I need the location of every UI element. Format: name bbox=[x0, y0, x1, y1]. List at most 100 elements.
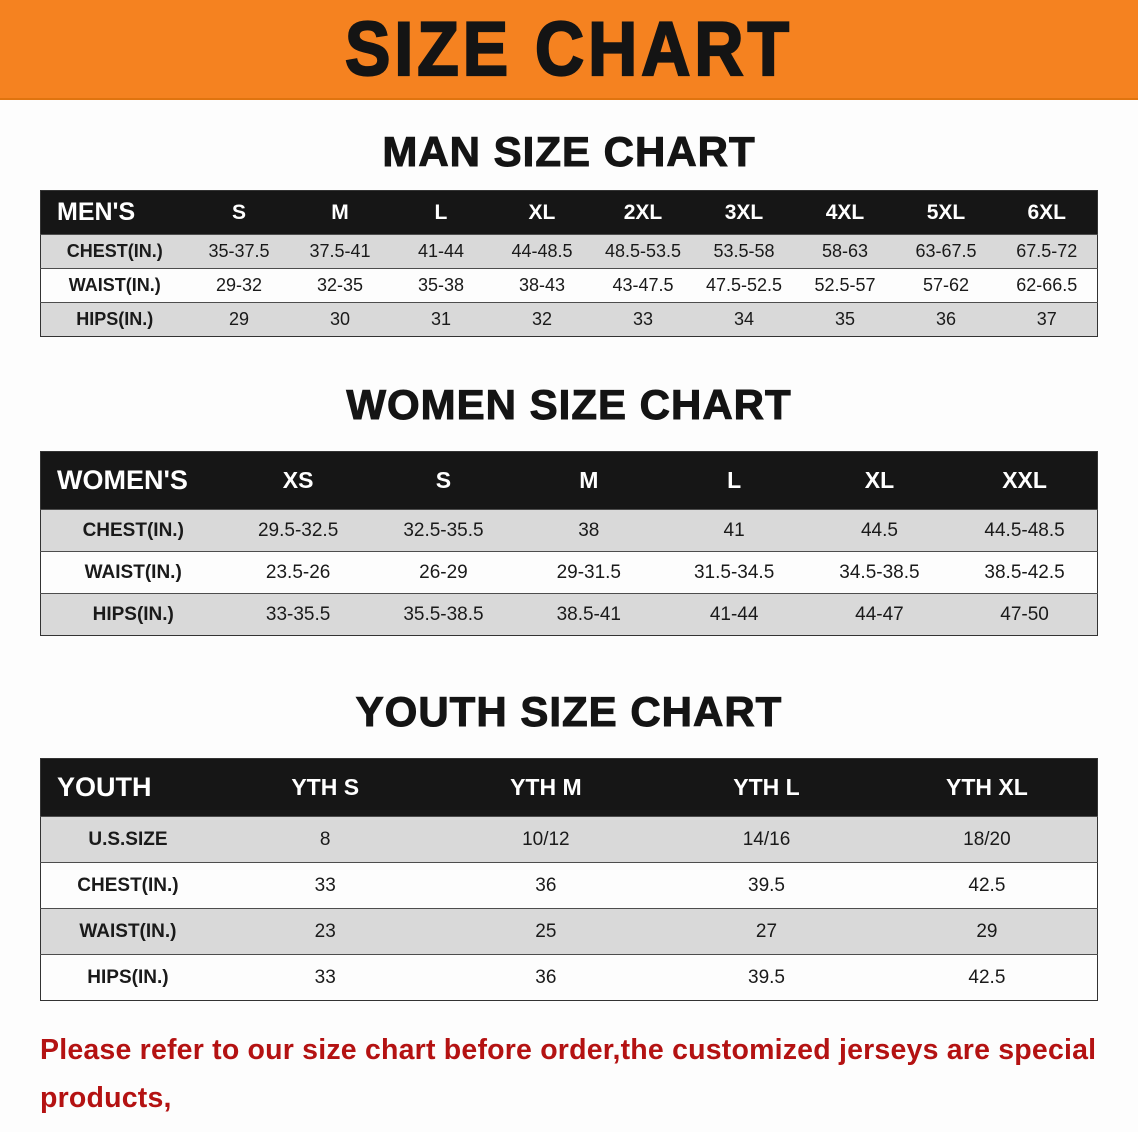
size-header-cell: S bbox=[370, 451, 517, 510]
value-cell: 27 bbox=[656, 908, 877, 955]
value-cell: 44.5-48.5 bbox=[952, 509, 1098, 552]
value-cell: 32-35 bbox=[289, 268, 391, 303]
value-cell: 36 bbox=[895, 302, 997, 337]
value-cell: 39.5 bbox=[656, 862, 877, 909]
value-cell: 52.5-57 bbox=[794, 268, 896, 303]
value-cell: 34.5-38.5 bbox=[806, 551, 953, 594]
value-cell: 33 bbox=[214, 954, 436, 1001]
disclaimer: Please refer to our size chart before or… bbox=[40, 1027, 1138, 1132]
row-label-cell: WAIST(IN.) bbox=[40, 908, 215, 955]
row-label-cell: HIPS(IN.) bbox=[40, 954, 215, 1001]
size-header-cell: 5XL bbox=[895, 190, 997, 235]
value-cell: 41-44 bbox=[390, 234, 492, 269]
women-section-heading: WOMEN SIZE CHART bbox=[346, 381, 792, 429]
value-cell: 35-37.5 bbox=[188, 234, 290, 269]
size-header-cell: M bbox=[289, 190, 391, 235]
size-header-cell: YTH XL bbox=[876, 758, 1098, 817]
value-cell: 23.5-26 bbox=[225, 551, 371, 594]
size-header-cell: 3XL bbox=[693, 190, 795, 235]
value-cell: 14/16 bbox=[656, 816, 877, 863]
size-header-cell: XL bbox=[491, 190, 593, 235]
table-row: WAIST(IN.) 23 25 27 29 bbox=[40, 908, 1098, 955]
table-row: HIPS(IN.) 33 36 39.5 42.5 bbox=[40, 954, 1098, 1001]
value-cell: 35 bbox=[794, 302, 896, 337]
size-header-cell: 4XL bbox=[794, 190, 896, 235]
value-cell: 44-48.5 bbox=[491, 234, 593, 269]
value-cell: 29 bbox=[876, 908, 1098, 955]
size-header-cell: 2XL bbox=[592, 190, 694, 235]
table-row: HIPS(IN.) 33-35.5 35.5-38.5 38.5-41 41-44 44-… bbox=[40, 593, 1098, 636]
value-cell: 18/20 bbox=[876, 816, 1098, 863]
men-section-heading: MAN SIZE CHART bbox=[382, 128, 756, 176]
value-cell: 44.5 bbox=[806, 509, 953, 552]
value-cell: 32 bbox=[491, 302, 593, 337]
size-header-cell: XS bbox=[225, 451, 371, 510]
value-cell: 41 bbox=[661, 509, 807, 552]
page-title: SIZE CHART bbox=[344, 5, 793, 92]
value-cell: 38.5-42.5 bbox=[952, 551, 1098, 594]
value-cell: 41-44 bbox=[661, 593, 807, 636]
table-header-row: WOMEN'S XS S M L XL XXL bbox=[40, 451, 1098, 510]
value-cell: 33-35.5 bbox=[225, 593, 371, 636]
value-cell: 37 bbox=[996, 302, 1098, 337]
value-cell: 58-63 bbox=[794, 234, 896, 269]
value-cell: 38-43 bbox=[491, 268, 593, 303]
value-cell: 10/12 bbox=[435, 816, 657, 863]
value-cell: 42.5 bbox=[876, 954, 1098, 1001]
women-size-table: WOMEN'S XS S M L XL XXL CHEST(IN.) 29.5-32.5 32.5… bbox=[40, 451, 1098, 636]
value-cell: 37.5-41 bbox=[289, 234, 391, 269]
value-cell: 30 bbox=[289, 302, 391, 337]
table-row: CHEST(IN.) 33 36 39.5 42.5 bbox=[40, 862, 1098, 909]
disclaimer-line-1: Please refer to our size chart before or… bbox=[40, 1034, 1097, 1114]
size-header-cell: S bbox=[188, 190, 290, 235]
value-cell: 25 bbox=[435, 908, 657, 955]
size-header-cell: YTH L bbox=[656, 758, 877, 817]
value-cell: 38.5-41 bbox=[516, 593, 662, 636]
row-label-cell: WAIST(IN.) bbox=[40, 551, 226, 594]
value-cell: 47-50 bbox=[952, 593, 1098, 636]
value-cell: 35-38 bbox=[390, 268, 492, 303]
value-cell: 29-32 bbox=[188, 268, 290, 303]
row-label-cell: WAIST(IN.) bbox=[40, 268, 189, 303]
value-cell: 36 bbox=[435, 954, 657, 1001]
value-cell: 44-47 bbox=[806, 593, 953, 636]
table-header-row: MEN'S S M L XL 2XL 3XL 4XL 5XL 6XL bbox=[40, 190, 1098, 235]
value-cell: 32.5-35.5 bbox=[370, 509, 517, 552]
disclaimer-line-2: we don't accept cancel, change, teturn o… bbox=[40, 1123, 1138, 1132]
table-title-cell: YOUTH bbox=[40, 758, 215, 817]
table-row: CHEST(IN.) 29.5-32.5 32.5-35.5 38 41 44.5 44.5… bbox=[40, 509, 1098, 552]
size-header-cell: XL bbox=[806, 451, 953, 510]
table-row: HIPS(IN.) 29 30 31 32 33 34 35 36 37 bbox=[40, 302, 1098, 337]
size-header-cell: XXL bbox=[952, 451, 1098, 510]
size-header-cell: L bbox=[390, 190, 492, 235]
value-cell: 43-47.5 bbox=[592, 268, 694, 303]
value-cell: 67.5-72 bbox=[996, 234, 1098, 269]
value-cell: 31.5-34.5 bbox=[661, 551, 807, 594]
value-cell: 53.5-58 bbox=[693, 234, 795, 269]
value-cell: 31 bbox=[390, 302, 492, 337]
size-header-cell: 6XL bbox=[996, 190, 1098, 235]
value-cell: 57-62 bbox=[895, 268, 997, 303]
value-cell: 35.5-38.5 bbox=[370, 593, 517, 636]
banner: SIZE CHART bbox=[0, 0, 1138, 100]
value-cell: 63-67.5 bbox=[895, 234, 997, 269]
row-label-cell: CHEST(IN.) bbox=[40, 509, 226, 552]
table-row: WAIST(IN.) 29-32 32-35 35-38 38-43 43-47.5 47.… bbox=[40, 268, 1098, 303]
value-cell: 26-29 bbox=[370, 551, 517, 594]
youth-section-heading: YOUTH SIZE CHART bbox=[355, 688, 783, 736]
value-cell: 33 bbox=[214, 862, 436, 909]
men-size-table: MEN'S S M L XL 2XL 3XL 4XL 5XL 6XL CHEST(IN.) 35-37… bbox=[40, 190, 1098, 337]
size-header-cell: YTH M bbox=[435, 758, 657, 817]
table-header-row: YOUTH YTH S YTH M YTH L YTH XL bbox=[40, 758, 1098, 817]
value-cell: 29 bbox=[188, 302, 290, 337]
value-cell: 38 bbox=[516, 509, 662, 552]
row-label-cell: CHEST(IN.) bbox=[40, 862, 215, 909]
value-cell: 42.5 bbox=[876, 862, 1098, 909]
value-cell: 29-31.5 bbox=[516, 551, 662, 594]
value-cell: 48.5-53.5 bbox=[592, 234, 694, 269]
row-label-cell: U.S.SIZE bbox=[40, 816, 215, 863]
table-row: CHEST(IN.) 35-37.5 37.5-41 41-44 44-48.5 48.5… bbox=[40, 234, 1098, 269]
row-label-cell: HIPS(IN.) bbox=[40, 302, 189, 337]
value-cell: 39.5 bbox=[656, 954, 877, 1001]
